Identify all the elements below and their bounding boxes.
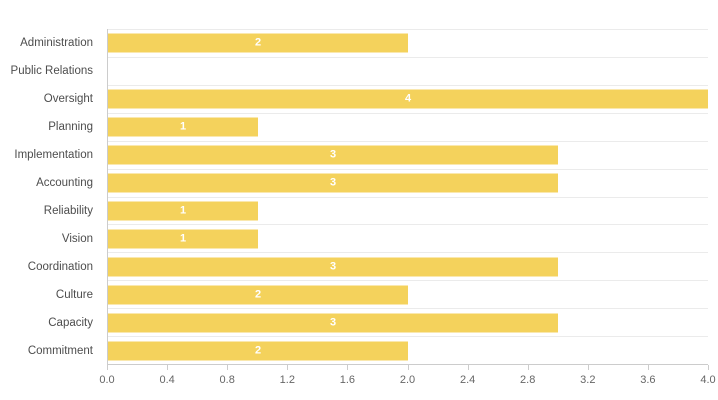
y-axis-labels: Administration Public Relations Oversight P…: [0, 29, 99, 365]
chart-row-accounting: 3: [108, 168, 708, 197]
chart-row-culture: 2: [108, 280, 708, 308]
x-tick-mark: [287, 365, 289, 370]
chart-row-planning: 1: [108, 112, 708, 141]
chart-row-oversight: 4: [108, 84, 708, 113]
x-tick-label: 0.4: [159, 374, 175, 386]
bar-accounting: 3: [108, 173, 558, 193]
bar-vision: 1: [108, 229, 258, 249]
x-tick-label: 3.6: [640, 374, 656, 386]
bar-culture: 2: [108, 285, 408, 305]
x-tick-label: 2.4: [459, 374, 476, 386]
bar-commitment: 2: [108, 341, 408, 361]
x-tick-label: 4.0: [700, 374, 716, 386]
bar-reliability: 1: [108, 201, 258, 221]
x-tick-mark: [347, 365, 349, 370]
x-tick-mark: [107, 365, 108, 370]
x-tick-label: 1.6: [339, 374, 356, 386]
category-label-administration: Administration: [20, 37, 93, 49]
x-tick-mark: [647, 365, 649, 370]
category-label-planning: Planning: [48, 121, 93, 133]
bar-planning: 1: [108, 117, 258, 137]
chart-row-vision: 1: [108, 224, 708, 252]
category-label-culture: Culture: [55, 289, 93, 301]
category-label-reliability: Reliability: [43, 205, 93, 217]
x-tick-mark: [227, 365, 229, 370]
category-label-coordination: Coordination: [27, 261, 93, 273]
x-tick-label: 0.8: [219, 374, 235, 386]
chart-row-implementation: 3: [108, 140, 708, 169]
x-tick-label: 1.2: [279, 374, 295, 386]
bar-implementation: 3: [108, 145, 558, 165]
plot-area: 2 4 1 3 3 1 1 3 2 3 2: [107, 29, 708, 365]
x-tick-label: 0.0: [99, 374, 115, 386]
chart-row-public-relations: [108, 56, 708, 85]
bar-value-label: 2: [254, 288, 262, 301]
category-label-implementation: Implementation: [14, 149, 93, 161]
x-tick-mark: [467, 365, 469, 370]
x-tick-mark: [708, 365, 709, 370]
category-label-vision: Vision: [61, 233, 93, 245]
category-label-oversight: Oversight: [43, 93, 93, 105]
bar-value-label: 1: [179, 232, 187, 245]
bar-value-label: 1: [179, 204, 187, 217]
bar-capacity: 3: [108, 313, 558, 333]
chart-row-coordination: 3: [108, 252, 708, 280]
category-label-capacity: Capacity: [48, 317, 93, 329]
x-axis: 0.0 0.4 0.8 1.2 1.6 2.0 2.4 2.8 3.2 3.6 4.0: [99, 365, 716, 399]
bar-value-label: 3: [329, 316, 337, 329]
category-label-commitment: Commitment: [27, 345, 93, 357]
bar-administration: 2: [108, 33, 408, 53]
bar-oversight: 4: [108, 89, 708, 109]
x-tick-mark: [167, 365, 169, 370]
x-tick-mark: [587, 365, 589, 370]
bar-value-label: 3: [329, 176, 337, 189]
chart-row-administration: 2: [108, 29, 708, 57]
bar-value-label: 2: [254, 344, 262, 357]
chart-row-commitment: 2: [108, 336, 708, 364]
bar-value-label: 3: [329, 260, 337, 273]
x-tick-mark: [527, 365, 529, 370]
bar-value-label: 3: [329, 148, 337, 161]
x-tick-label: 3.2: [580, 374, 596, 386]
chart-row-capacity: 3: [108, 308, 708, 336]
category-label-public-relations: Public Relations: [10, 65, 93, 77]
x-tick-label: 2.8: [520, 374, 536, 386]
bar-value-label: 4: [404, 92, 412, 105]
bar-coordination: 3: [108, 257, 558, 277]
chart-row-reliability: 1: [108, 196, 708, 225]
x-tick-mark: [407, 365, 409, 370]
bar-value-label: 1: [179, 120, 187, 133]
category-label-accounting: Accounting: [36, 177, 93, 189]
bar-value-label: 2: [254, 36, 262, 49]
x-tick-label: 2.0: [399, 374, 416, 386]
